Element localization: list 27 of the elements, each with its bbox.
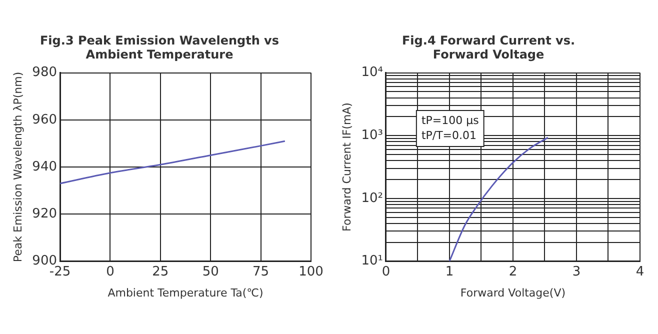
line-series	[60, 140, 286, 184]
annotation: tP/T=0.01	[421, 128, 477, 142]
x-tick-label: 75	[252, 264, 270, 280]
x-tick-label: 2	[508, 264, 518, 280]
x-tick-label: 0	[106, 264, 114, 280]
annotation: tP=100 μs	[421, 114, 480, 127]
y-axis-title: Peak Emission Wavelength λP(nm)	[11, 72, 24, 262]
x-axis-title: Forward Voltage(V)	[460, 286, 566, 300]
y-tick-label: 920	[32, 206, 58, 222]
x-tick-label: 25	[152, 264, 169, 280]
x-tick-label: 3	[572, 264, 581, 280]
chart-title: Fig.3 Peak Emission Wavelength vs Ambient Temperature	[40, 33, 280, 62]
x-tick-label: 4	[636, 264, 644, 280]
chart-title: Fig.4 Forward Current vs. Forward Voltage	[402, 33, 576, 62]
x-axis-title: Ambient Temperature Ta(℃)	[108, 286, 264, 300]
y-tick-label: 10¹	[361, 254, 383, 269]
y-tick-label: 980	[32, 65, 58, 80]
y-tick-label: 10²	[361, 190, 383, 206]
y-axis-title: Forward Current IF(mA)	[340, 102, 354, 232]
y-tick-label: 10³	[361, 128, 383, 143]
y-tick-label: 940	[32, 159, 58, 174]
x-tick-label: 1	[445, 264, 454, 280]
x-tick-label: 0	[382, 264, 390, 280]
x-tick-label: 50	[202, 264, 219, 280]
x-tick-label: 100	[298, 264, 324, 280]
y-tick-label: 960	[32, 112, 58, 128]
y-tick-label: 10⁴	[361, 65, 383, 80]
